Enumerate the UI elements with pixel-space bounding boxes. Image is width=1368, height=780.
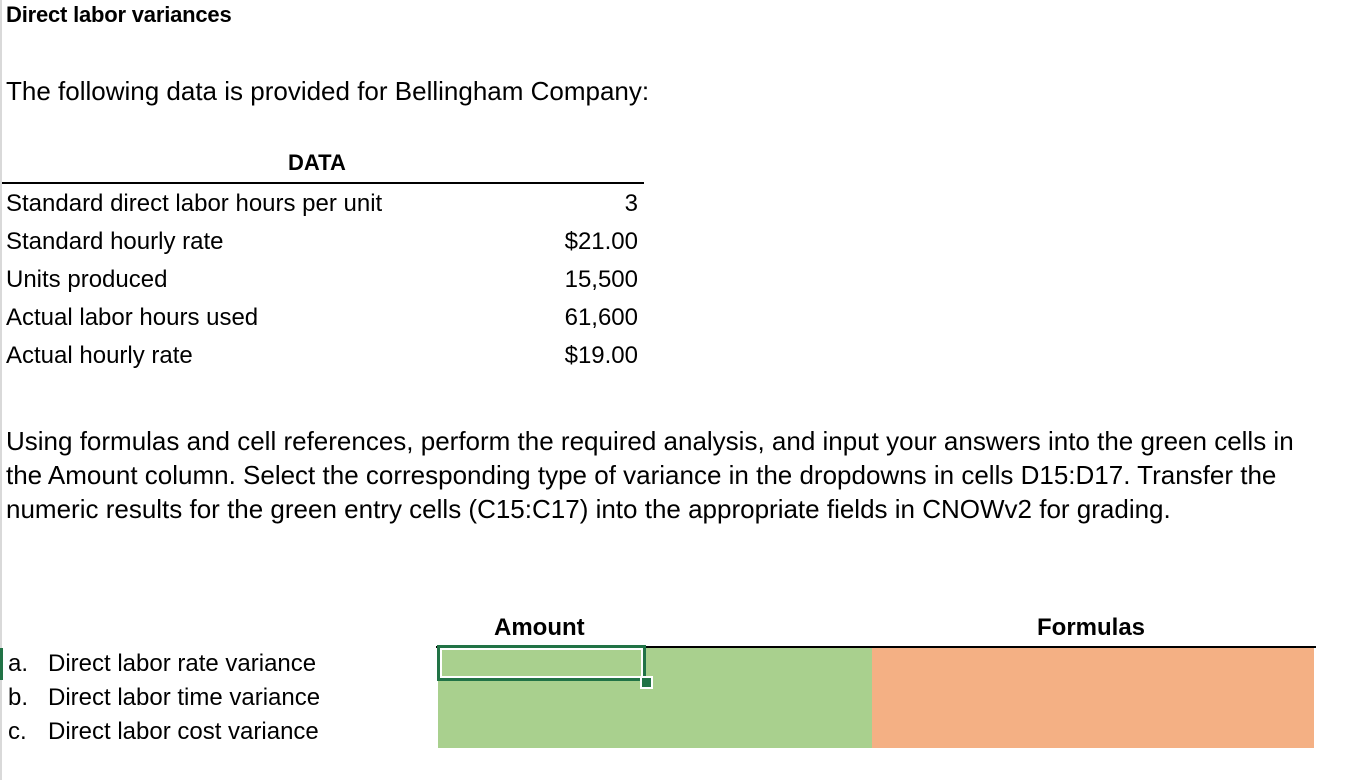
requirement-letter: b. — [8, 684, 29, 711]
selected-cell-outline[interactable] — [437, 645, 646, 681]
amount-entry-area — [438, 648, 872, 748]
data-table-header[interactable]: DATA — [2, 150, 644, 184]
data-header-label: DATA — [288, 150, 346, 175]
data-row-label: Actual hourly rate — [6, 342, 193, 369]
amount-cell-cost-variance[interactable] — [438, 714, 872, 747]
sheet-left-border — [0, 0, 2, 780]
requirement-label: Direct labor cost variance — [48, 718, 319, 745]
amount-cell-time-variance[interactable] — [438, 681, 872, 714]
data-row-std-hours[interactable]: Standard direct labor hours per unit 3 — [2, 186, 644, 224]
formulas-column-header: Formulas — [1037, 614, 1146, 641]
amount-column-header: Amount — [494, 614, 585, 641]
requirement-letter: a. — [8, 650, 29, 677]
data-row-std-rate[interactable]: Standard hourly rate $21.00 — [2, 224, 644, 262]
data-row-value: $19.00 — [564, 342, 638, 369]
answer-table-header[interactable]: Amount Formulas — [436, 614, 1316, 648]
instructions-text[interactable]: Using formulas and cell references, perf… — [6, 426, 1294, 524]
data-row-value: 3 — [624, 190, 638, 217]
requirement-row-cost[interactable]: c. Direct labor cost variance — [2, 714, 432, 748]
requirement-label: Direct labor rate variance — [48, 650, 317, 677]
formula-cell-cost-variance[interactable] — [872, 714, 1314, 747]
data-row-label: Standard hourly rate — [6, 228, 224, 255]
data-row-label: Standard direct labor hours per unit — [6, 190, 383, 217]
requirement-row-rate[interactable]: a. Direct labor rate variance — [2, 646, 432, 680]
data-row-label: Actual labor hours used — [6, 304, 259, 331]
requirement-label: Direct labor time variance — [48, 684, 321, 711]
formula-cell-rate-variance[interactable] — [872, 648, 1314, 681]
data-row-units-produced[interactable]: Units produced 15,500 — [2, 262, 644, 300]
page-title[interactable]: Direct labor variances — [6, 2, 232, 27]
intro-text[interactable]: The following data is provided for Belli… — [6, 76, 650, 106]
data-row-value: 15,500 — [564, 266, 638, 293]
data-row-value: 61,600 — [564, 304, 638, 331]
formula-cell-time-variance[interactable] — [872, 681, 1314, 714]
active-row-indicator — [0, 648, 3, 680]
fill-handle[interactable] — [640, 676, 653, 689]
data-row-value: $21.00 — [564, 228, 638, 255]
data-row-actual-rate[interactable]: Actual hourly rate $19.00 — [2, 338, 644, 376]
data-row-label: Units produced — [6, 266, 168, 293]
requirement-letter: c. — [8, 718, 27, 745]
formulas-area — [872, 648, 1314, 748]
requirement-row-time[interactable]: b. Direct labor time variance — [2, 680, 432, 714]
data-row-actual-hours[interactable]: Actual labor hours used 61,600 — [2, 300, 644, 338]
